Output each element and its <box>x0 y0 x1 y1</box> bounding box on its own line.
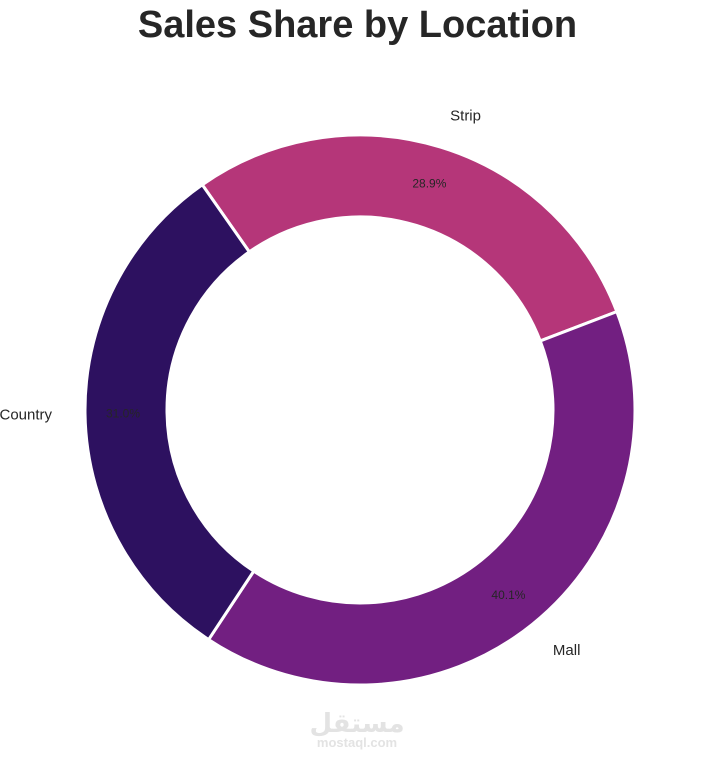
chart-title: Sales Share by Location <box>137 4 578 46</box>
percent-label-country: 31.0% <box>106 406 140 420</box>
category-label-mall: Mall <box>553 642 581 659</box>
watermark-arabic: مستقل <box>309 709 404 739</box>
category-label-strip: Strip <box>450 107 481 124</box>
percent-label-strip: 28.9% <box>412 176 446 190</box>
slice-mall <box>207 310 637 687</box>
watermark-latin: mostaql.com <box>317 735 397 750</box>
percent-label-mall: 40.1% <box>491 588 525 602</box>
watermark: مستقل mostaql.com <box>309 709 404 750</box>
labels-group: Strip 28.9% Mall 40.1% Country 31.0% <box>0 107 580 659</box>
slices-group <box>83 133 637 687</box>
slice-strip <box>200 133 619 343</box>
slice-country <box>83 183 256 642</box>
category-label-country: Country <box>0 406 53 423</box>
